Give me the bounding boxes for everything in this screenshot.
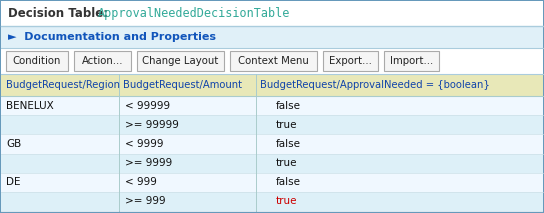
Bar bbox=[1, 74, 543, 96]
Text: false: false bbox=[276, 177, 301, 187]
Text: true: true bbox=[276, 158, 298, 168]
Text: < 9999: < 9999 bbox=[125, 139, 164, 149]
Bar bbox=[384, 51, 439, 71]
Bar bbox=[1, 154, 543, 173]
Text: >= 99999: >= 99999 bbox=[125, 120, 179, 130]
Text: Action...: Action... bbox=[82, 56, 123, 66]
Bar bbox=[74, 51, 131, 71]
Text: Export...: Export... bbox=[329, 56, 372, 66]
Text: < 999: < 999 bbox=[125, 177, 157, 187]
Text: >= 999: >= 999 bbox=[125, 196, 165, 206]
Bar bbox=[6, 51, 68, 71]
Text: < 99999: < 99999 bbox=[125, 101, 170, 111]
Text: Import...: Import... bbox=[390, 56, 433, 66]
Bar bbox=[1, 48, 543, 74]
Text: ►  Documentation and Properties: ► Documentation and Properties bbox=[8, 32, 216, 42]
Text: false: false bbox=[276, 139, 301, 149]
Bar bbox=[1, 26, 543, 48]
Text: Decision Table:: Decision Table: bbox=[8, 7, 112, 20]
Text: BudgetRequest/ApprovalNeeded = {boolean}: BudgetRequest/ApprovalNeeded = {boolean} bbox=[260, 80, 490, 90]
Text: BudgetRequest/Region: BudgetRequest/Region bbox=[6, 80, 120, 90]
Bar bbox=[1, 134, 543, 154]
Text: true: true bbox=[276, 120, 298, 130]
Text: ApprovalNeededDecisionTable: ApprovalNeededDecisionTable bbox=[97, 7, 290, 20]
Bar bbox=[230, 51, 317, 71]
Text: false: false bbox=[276, 101, 301, 111]
Text: >= 9999: >= 9999 bbox=[125, 158, 172, 168]
Bar bbox=[1, 96, 543, 115]
Text: true: true bbox=[276, 196, 298, 206]
Text: Context Menu: Context Menu bbox=[238, 56, 309, 66]
Text: DE: DE bbox=[6, 177, 21, 187]
Bar bbox=[1, 115, 543, 134]
Bar bbox=[137, 51, 224, 71]
Text: GB: GB bbox=[6, 139, 21, 149]
Text: BudgetRequest/Amount: BudgetRequest/Amount bbox=[123, 80, 242, 90]
Bar bbox=[1, 173, 543, 192]
Text: Change Layout: Change Layout bbox=[143, 56, 219, 66]
Bar bbox=[1, 192, 543, 211]
Text: Condition: Condition bbox=[13, 56, 61, 66]
Bar bbox=[323, 51, 378, 71]
Bar bbox=[1, 1, 543, 26]
Text: BENELUX: BENELUX bbox=[6, 101, 54, 111]
